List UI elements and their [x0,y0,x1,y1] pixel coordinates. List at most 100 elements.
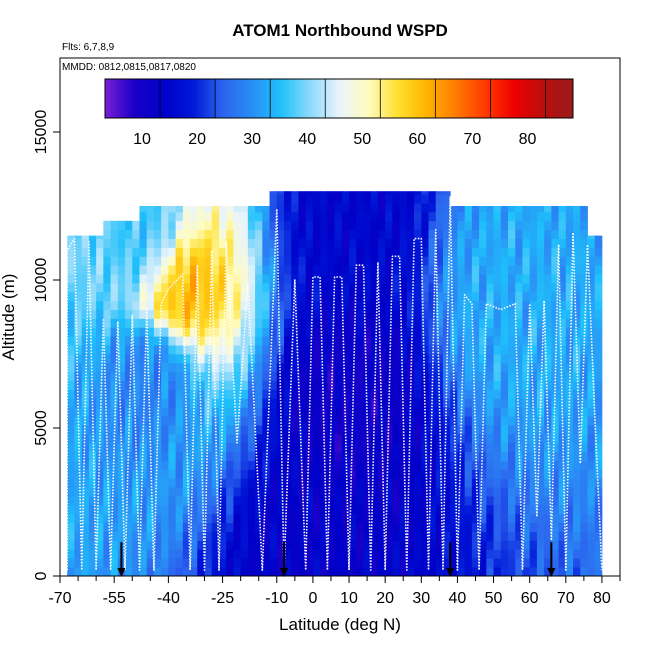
colorbar-swatch [371,79,375,118]
heatmap-cell [399,460,408,470]
heatmap-cell [305,513,314,524]
colorbar-swatch [377,79,381,118]
colorbar-swatch [479,79,483,118]
heatmap-cell [291,203,299,213]
heatmap-cell [414,460,422,470]
heatmap-cell [161,425,169,435]
heatmap-cell [103,389,111,399]
heatmap-cell [276,318,285,328]
heatmap-cell [67,274,75,284]
heatmap-cell [320,229,328,239]
heatmap-cell [457,460,466,470]
heatmap-cell [544,460,552,470]
heatmap-cell [110,274,119,284]
heatmap-cell [255,282,263,293]
heatmap-cell [392,371,401,382]
heatmap-cell [565,327,574,337]
colorbar-swatch [470,79,475,118]
heatmap-cell [500,274,509,284]
heatmap-cell [515,451,523,461]
heatmap-cell [565,549,574,559]
colorbar-swatch [154,79,159,118]
heatmap-cell [500,487,509,497]
heatmap-cell [450,522,458,532]
colorbar-swatch [169,79,173,118]
heatmap-cell [182,380,191,390]
heatmap-cell [594,380,603,390]
heatmap-cell [508,549,516,559]
heatmap-cell [161,389,169,399]
heatmap-cell [392,345,401,355]
heatmap-cell [493,300,502,310]
heatmap-cell [399,371,408,382]
heatmap-cell [479,389,487,399]
heatmap-cell [139,274,148,284]
heatmap-cell [334,478,343,488]
colorbar-swatch [488,79,492,118]
heatmap-cell [204,345,213,355]
heatmap-cell [233,513,242,524]
heatmap-cell [262,398,270,408]
heatmap-cell [370,354,379,364]
heatmap-cell [377,460,386,470]
heatmap-cell [255,265,263,275]
heatmap-cell [233,549,242,559]
x-tick-label: -70 [48,590,71,607]
heatmap-cell [334,220,343,231]
heatmap-cell [327,487,335,497]
heatmap-cell [587,487,596,497]
heatmap-cell [204,327,213,337]
heatmap-cell [493,425,502,435]
heatmap-cell [125,282,133,293]
heatmap-cell [594,291,603,302]
heatmap-cell [298,282,307,293]
heatmap-cell [500,256,509,266]
heatmap-cells [67,191,603,576]
heatmap-cell [450,407,458,417]
heatmap-cell [457,318,466,328]
heatmap-cell [284,362,292,373]
heatmap-cell [312,540,321,550]
heatmap-cell [197,469,205,479]
heatmap-cell [508,354,516,364]
heatmap-cell [161,282,169,293]
heatmap-cell [406,238,415,248]
heatmap-cell [255,540,263,550]
flight-track [66,196,603,571]
heatmap-cell [132,220,140,231]
heatmap-cell [211,291,220,302]
heatmap-cell [218,451,227,461]
heatmap-cell [349,531,357,541]
heatmap-cell [573,540,581,550]
heatmap-cell [544,238,552,248]
heatmap-cell [486,451,494,461]
heatmap-cell [529,318,538,328]
colorbar-swatch [148,79,153,118]
heatmap-cell [175,558,184,568]
heatmap-cell [240,567,249,576]
heatmap-cell [406,496,415,506]
colorbar-tick-label: 50 [353,131,371,148]
heatmap-cell [153,220,162,231]
heatmap-cell [233,504,242,515]
heatmap-cell [450,291,458,302]
heatmap-cell [500,362,509,373]
heatmap-cell [594,354,603,364]
heatmap-cell [522,416,531,426]
heatmap-cell [276,531,285,541]
heatmap-cell [298,291,307,302]
colorbar-swatch [567,79,571,118]
heatmap-cell [399,291,408,302]
heatmap-cell [450,211,458,222]
heatmap-cell [233,433,242,444]
heatmap-cell [117,398,126,408]
heatmap-cell [544,487,552,497]
heatmap-cell [442,247,451,257]
x-tick-label: 50 [485,590,503,607]
heatmap-cell [435,460,444,470]
heatmap-cell [255,371,263,382]
heatmap-cell [377,282,386,293]
heatmap-cell [493,549,502,559]
heatmap-cell [558,309,567,319]
heatmap-cell [349,558,357,568]
